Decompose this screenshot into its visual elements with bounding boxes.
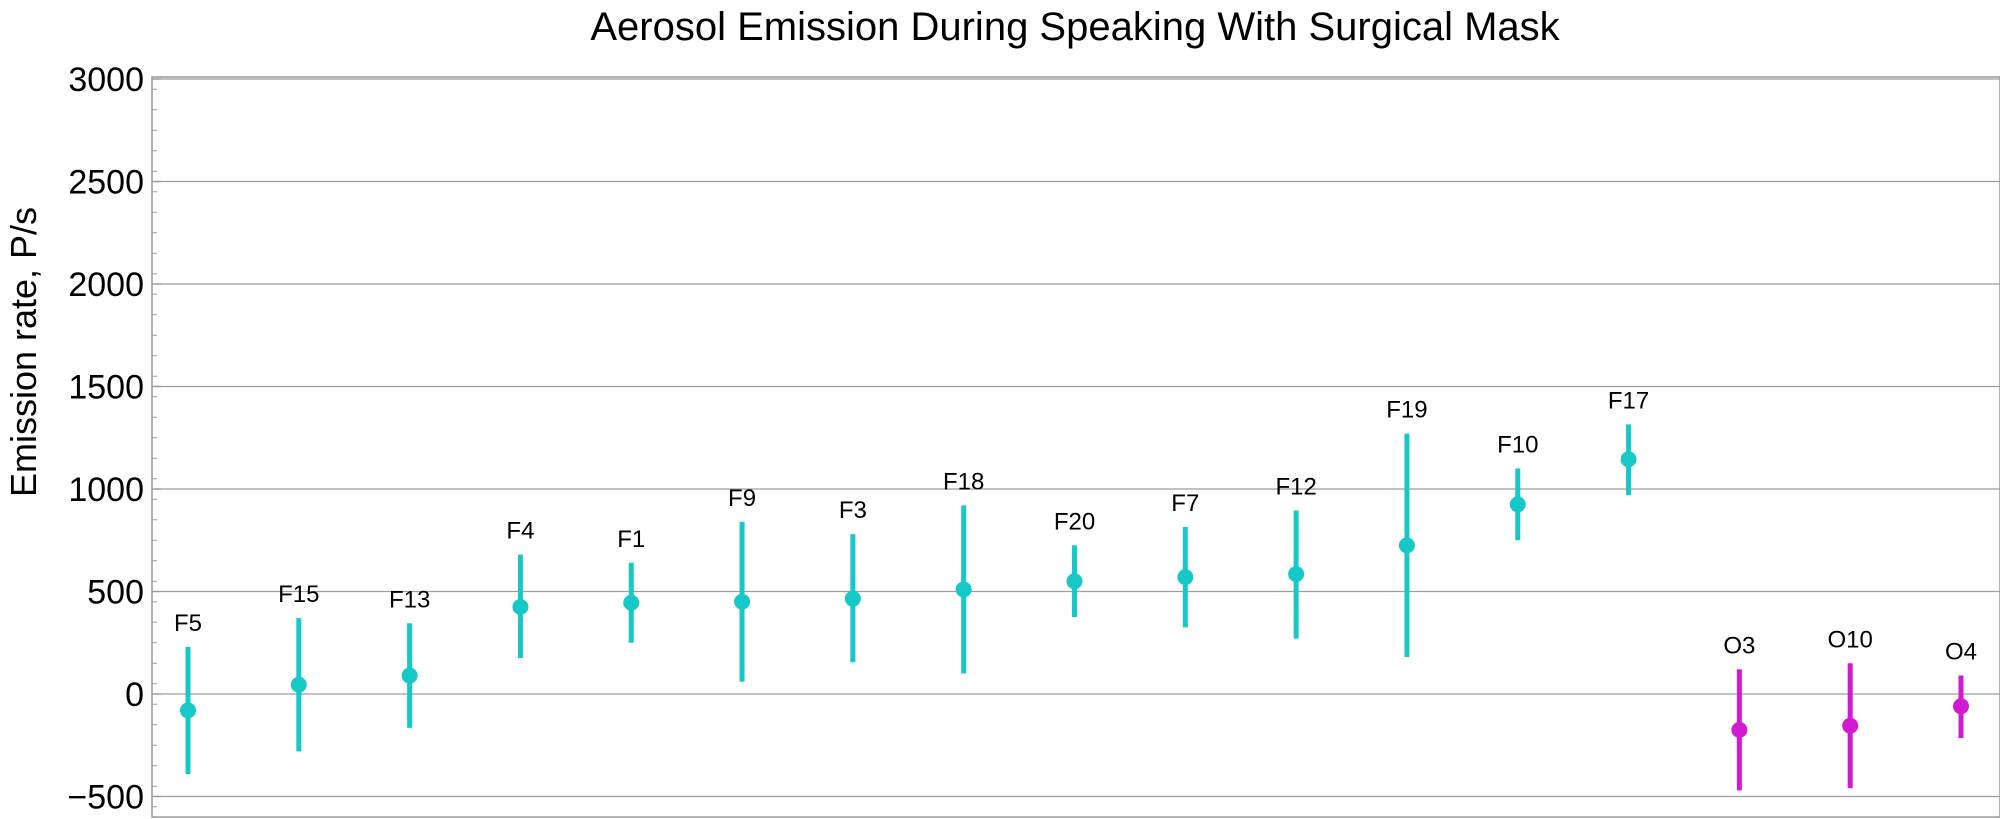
data-point	[512, 598, 529, 615]
data-point-group: F9	[728, 485, 756, 682]
data-point-group: F7	[1171, 490, 1199, 628]
y-axis-label: Emission rate, P/s	[3, 207, 44, 497]
point-label: F15	[278, 581, 319, 608]
point-label: F7	[1171, 490, 1199, 517]
data-point-group: O3	[1723, 632, 1755, 791]
y-axis-ticks: 3000 2500 2000 1500 1000 500 0 −500	[67, 61, 161, 817]
point-label: F12	[1275, 474, 1316, 501]
point-label: F3	[839, 497, 867, 524]
data-point-group: O10	[1828, 626, 1873, 789]
y-tick-label: 1000	[68, 471, 144, 509]
data-point	[955, 581, 972, 598]
data-point-group: F17	[1608, 387, 1649, 496]
chart-title: Aerosol Emission During Speaking With Su…	[590, 5, 1560, 49]
data-point-group: F1	[617, 526, 645, 643]
point-label: F17	[1608, 387, 1649, 414]
data-point-group: F12	[1275, 474, 1317, 639]
data-point	[1288, 566, 1305, 583]
data-point	[844, 590, 861, 607]
grid-lines	[152, 78, 2000, 798]
data-point-group: F15	[278, 581, 319, 752]
data-point-group: F13	[389, 586, 430, 728]
point-label: F20	[1054, 508, 1095, 535]
point-label: F5	[174, 610, 202, 637]
data-points: F5 F15 F13 F4 F1 F9 F3 F18 F20 F7 F12 F19 F10 F17 O3 O1…	[174, 387, 1977, 791]
y-tick-label: 0	[125, 676, 144, 714]
point-label: F4	[506, 518, 534, 545]
point-label: F1	[617, 526, 645, 553]
y-tick-label: 500	[87, 574, 144, 612]
data-point	[1842, 717, 1859, 734]
data-point-group: F20	[1054, 508, 1095, 618]
data-point	[1509, 496, 1526, 513]
point-label: F19	[1386, 397, 1427, 424]
data-point-group: F3	[839, 497, 867, 663]
point-label: O3	[1723, 632, 1755, 659]
point-label: O4	[1945, 639, 1977, 666]
point-label: F9	[728, 485, 756, 512]
data-point	[1066, 573, 1083, 590]
data-point	[734, 593, 751, 610]
data-point-group: O4	[1945, 639, 1977, 739]
point-label: O10	[1828, 626, 1873, 653]
data-point	[1731, 721, 1748, 738]
y-tick-label: 1500	[68, 369, 144, 407]
data-point	[1953, 698, 1969, 715]
plot-frame	[151, 76, 2000, 818]
data-point-group: F18	[943, 468, 984, 674]
data-point-group: F4	[506, 518, 534, 659]
y-tick-label: 2000	[68, 266, 144, 304]
y-tick-label: 3000	[68, 61, 144, 99]
data-point	[623, 594, 640, 611]
y-tick-label: 2500	[68, 164, 144, 202]
data-point	[1177, 569, 1194, 586]
data-point	[1620, 451, 1637, 468]
data-point-group: F19	[1386, 397, 1428, 658]
data-point	[401, 667, 418, 684]
point-label: F13	[389, 586, 430, 613]
data-point	[180, 702, 196, 719]
data-point	[290, 676, 307, 693]
data-point-group: F10	[1497, 432, 1538, 541]
point-label: F10	[1497, 432, 1538, 459]
data-point-group: F5	[174, 610, 202, 774]
data-point	[1398, 537, 1415, 554]
y-tick-label: −500	[67, 779, 144, 817]
point-label: F18	[943, 468, 984, 495]
